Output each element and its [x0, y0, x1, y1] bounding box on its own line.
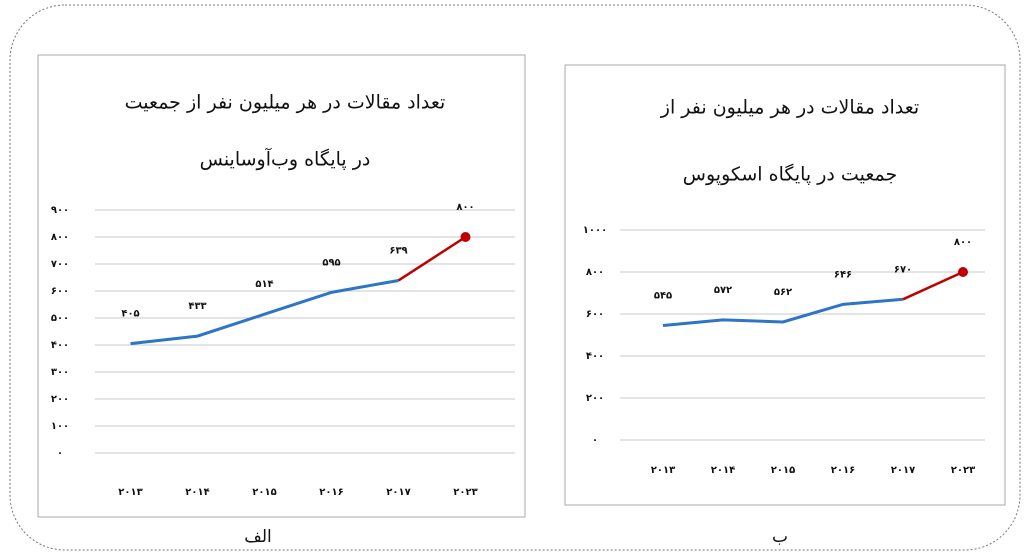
y-tick-label: ۲۰۰ — [51, 394, 69, 405]
chart-title: جمعیت در پایگاه اسکوپوس — [683, 163, 897, 186]
data-label: ۴۳۳ — [188, 301, 206, 312]
y-tick-label: ۷۰۰ — [51, 259, 69, 270]
data-label: ۵۴۵ — [654, 291, 672, 302]
y-tick-label: ۶۰۰ — [586, 309, 604, 320]
data-label: ۵۱۴ — [255, 279, 273, 290]
x-tick-label: ۲۰۱۷ — [891, 465, 915, 476]
y-tick-label: ۰ — [592, 435, 598, 446]
data-label: ۸۰۰ — [954, 237, 972, 248]
y-tick-label: ۴۰۰ — [586, 351, 604, 362]
x-tick-label: ۲۰۱۳ — [651, 465, 675, 476]
data-label: ۶۷۰ — [894, 264, 912, 275]
point — [958, 267, 968, 277]
outer-frame — [9, 4, 1021, 551]
x-tick-label: ۲۰۱۶ — [319, 487, 343, 498]
y-tick-label: ۹۰۰ — [51, 205, 69, 216]
point — [460, 232, 471, 242]
line — [662, 297, 904, 328]
caption: الف — [244, 527, 272, 547]
data-label: ۶۴۶ — [834, 269, 852, 280]
y-tick-label: ۳۰۰ — [51, 367, 69, 378]
data-label: ۵۶۲ — [774, 287, 792, 298]
x-tick-label: ۲۰۱۵ — [771, 465, 795, 476]
y-tick-label: ۵۰۰ — [51, 313, 69, 324]
y-tick-label: ۸۰۰ — [51, 232, 69, 243]
chart-title: تعداد مقالات در هر میلیون نفر از — [660, 97, 919, 119]
chart-frame — [564, 64, 1006, 506]
chart-frame — [37, 54, 526, 518]
x-tick-label: ۲۰۱۶ — [831, 465, 855, 476]
y-tick-label: ۰ — [57, 448, 63, 459]
data-label: ۴۰۵ — [121, 309, 139, 320]
y-tick-label: ۱۰۰۰ — [583, 225, 607, 236]
line — [130, 278, 399, 346]
x-tick-label: ۲۰۱۴ — [711, 465, 735, 476]
chart-title: در پایگاه وب‌آوساینس — [200, 147, 371, 171]
y-tick-label: ۱۰۰ — [51, 421, 69, 432]
y-tick-label: ۶۰۰ — [51, 286, 69, 297]
y-tick-label: ۴۰۰ — [51, 340, 69, 351]
x-tick-label: ۲۰۱۳ — [118, 487, 142, 498]
last-segment — [902, 270, 964, 301]
data-label: ۸۰۰ — [456, 202, 474, 213]
data-label: ۵۹۵ — [322, 257, 340, 268]
x-tick-label: ۲۰۱۵ — [252, 487, 276, 498]
x-tick-label: ۲۰۱۴ — [185, 487, 209, 498]
x-tick-label: ۲۰۱۷ — [386, 487, 410, 498]
x-tick-label: ۲۰۲۳ — [951, 465, 975, 476]
y-tick-label: ۸۰۰ — [586, 267, 604, 278]
data-label: ۵۷۲ — [714, 285, 732, 296]
caption: ب — [772, 527, 788, 547]
last-segment — [397, 235, 467, 282]
y-tick-label: ۲۰۰ — [586, 393, 604, 404]
data-label: ۶۳۹ — [389, 245, 407, 256]
chart-title: تعداد مقالات در هر میلیون نفر از جمعیت — [125, 92, 446, 114]
x-tick-label: ۲۰۲۳ — [453, 487, 477, 498]
